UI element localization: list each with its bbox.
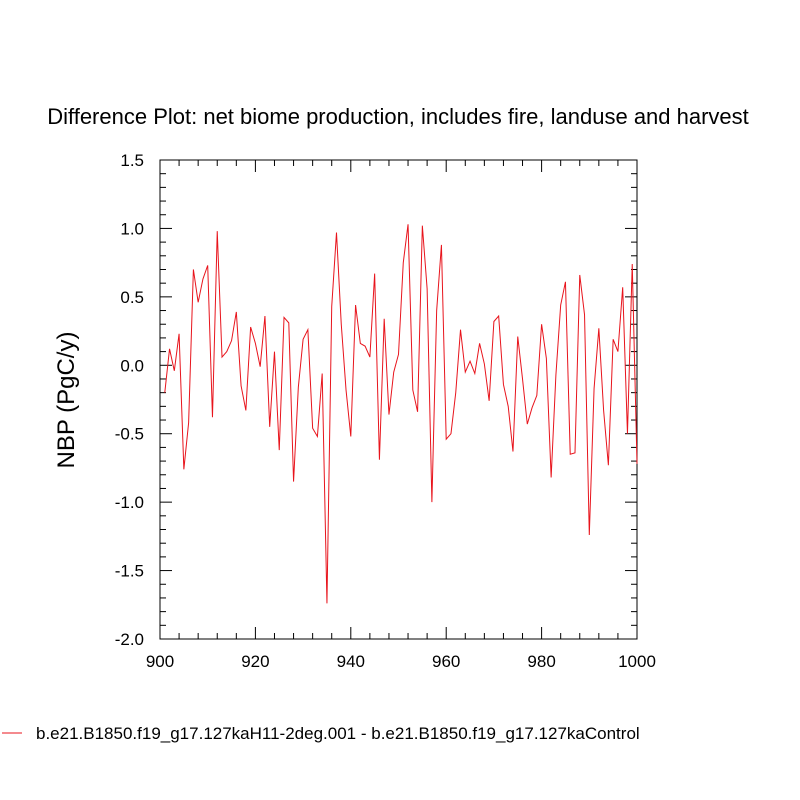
y-tick-label: 1.5 [120,151,144,170]
y-tick-label: 0.5 [120,288,144,307]
minor-ticks [160,160,637,639]
x-tick-label: 920 [241,652,269,671]
x-tick-label: 900 [146,652,174,671]
y-axis-label: NBP (PgC/y) [53,332,80,469]
y-tick-label: -2.0 [115,630,144,649]
y-tick-label: 1.0 [120,219,144,238]
y-tick-label: -1.0 [115,493,144,512]
major-ticks [159,159,638,640]
y-tick-label: 0.0 [120,356,144,375]
y-tick-labels: 1.5 1.0 0.5 0.0 -0.5 -1.0 -1.5 -2.0 [115,151,144,649]
chart-title: Difference Plot: net biome production, i… [47,104,749,129]
x-tick-label: 940 [337,652,365,671]
legend-label: b.e21.B1850.f19_g17.127kaH11-2deg.001 - … [36,724,640,743]
series-line [164,224,638,604]
y-tick-label: -0.5 [115,425,144,444]
legend: b.e21.B1850.f19_g17.127kaH11-2deg.001 - … [2,724,640,743]
x-tick-label: 1000 [618,652,656,671]
y-tick-label: -1.5 [115,562,144,581]
x-tick-labels: 900 920 940 960 980 1000 [146,652,656,671]
x-tick-label: 980 [527,652,555,671]
series-group [164,224,638,604]
x-tick-label: 960 [432,652,460,671]
plot-frame [159,159,638,640]
